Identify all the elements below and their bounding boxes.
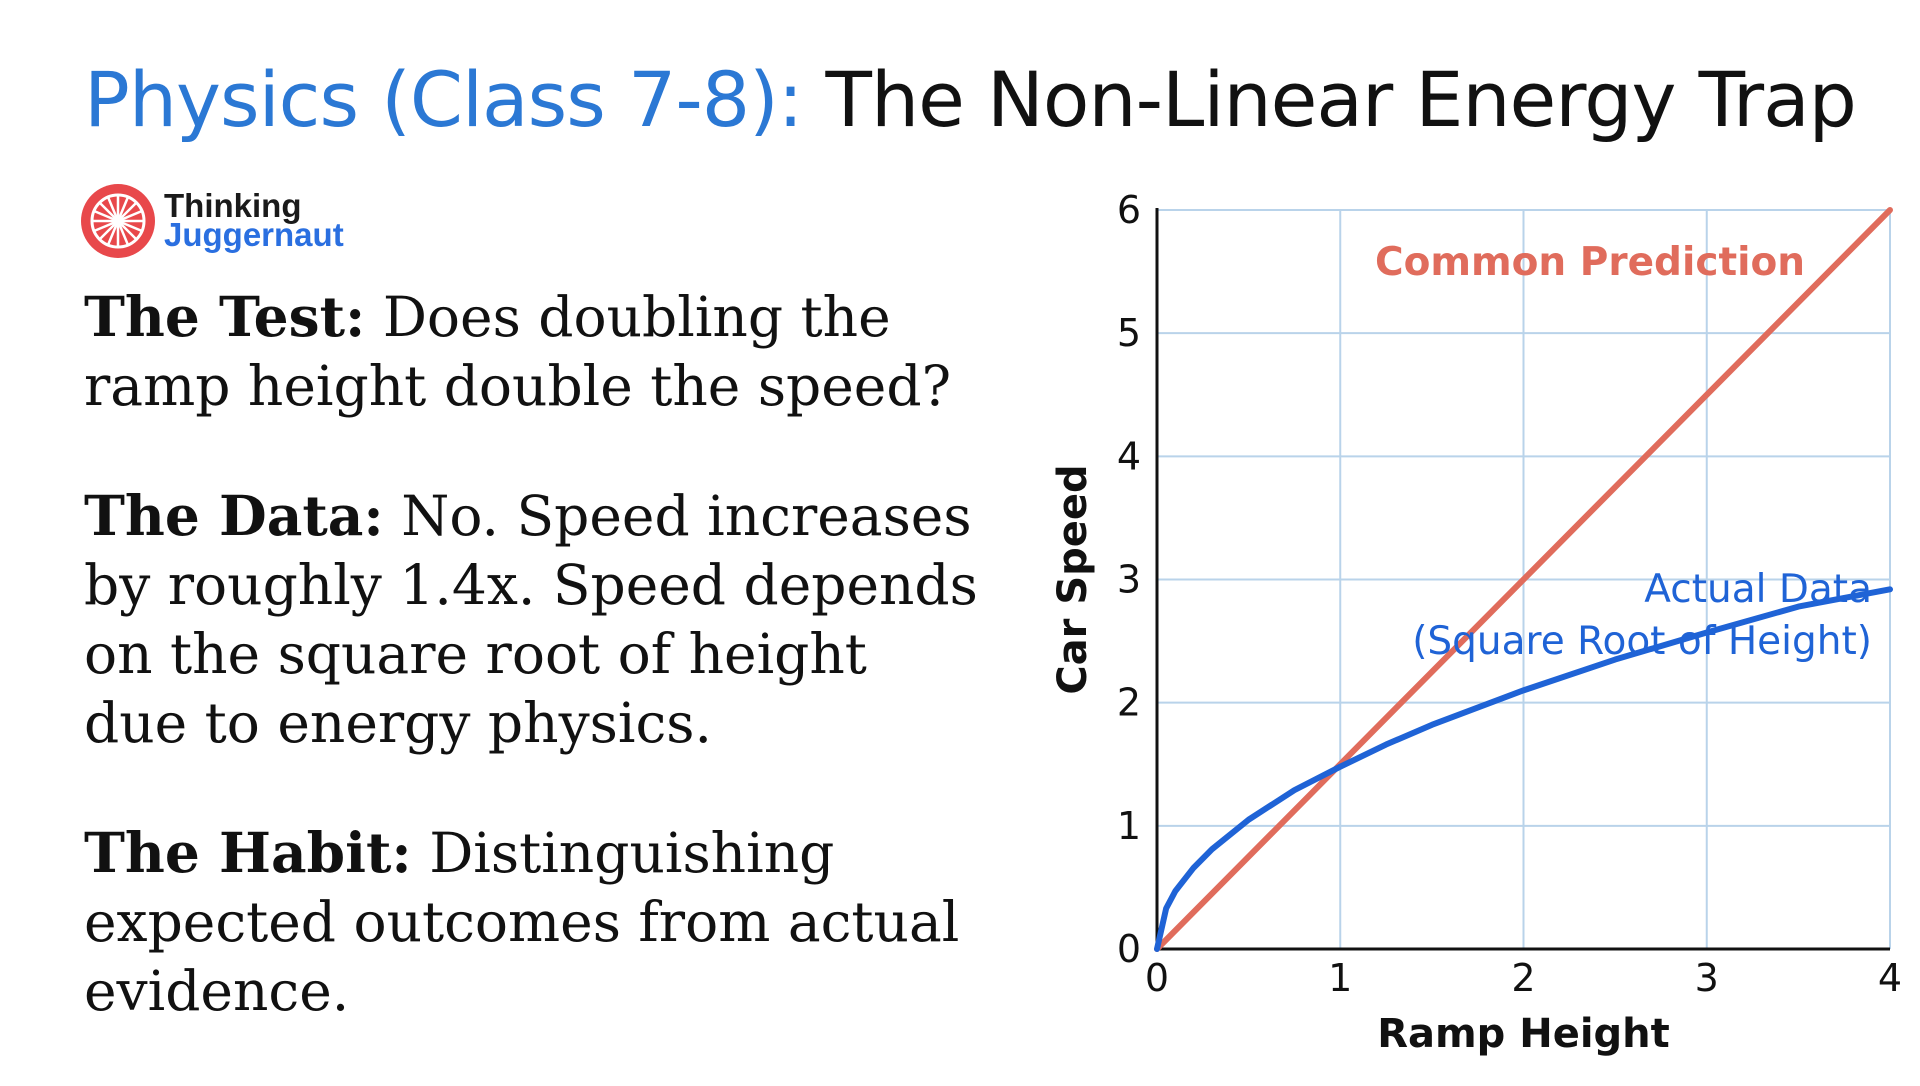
series-label-actual-data: (Square Root of Height) bbox=[1412, 619, 1872, 664]
title-topic: The Non-Linear Energy Trap bbox=[825, 55, 1857, 144]
logo-wordmark: Thinking Juggernaut bbox=[164, 189, 344, 251]
x-tick-label: 1 bbox=[1328, 956, 1352, 1000]
speed-height-chart: 0 1 2 3 4 0 1 2 3 4 5 6 Ramp Height Car Speed Common P… bbox=[1020, 170, 1920, 1080]
y-tick-label: 5 bbox=[1117, 311, 1141, 355]
wheel-logo-icon bbox=[81, 184, 155, 258]
x-tick-label: 4 bbox=[1878, 956, 1902, 1000]
x-tick-label: 0 bbox=[1145, 956, 1169, 1000]
point-test: The Test: Does doubling the ramp height … bbox=[84, 282, 984, 421]
point-data: The Data: No. Speed increases by roughly… bbox=[84, 481, 984, 758]
point-label: The Data: bbox=[84, 483, 384, 548]
point-text: Does doubling the ramp height double the… bbox=[84, 285, 952, 418]
page-title: Physics (Class 7-8): The Non-Linear Ener… bbox=[84, 62, 1857, 138]
logo-word-thinking: Thinking bbox=[164, 187, 302, 224]
y-tick-label: 4 bbox=[1117, 434, 1141, 478]
point-text: Distinguishing expected outcomes from ac… bbox=[84, 821, 960, 1023]
x-axis-label: Ramp Height bbox=[1377, 1011, 1670, 1057]
series-label-common-prediction: Common Prediction bbox=[1375, 240, 1805, 285]
logo: Thinking Juggernaut bbox=[80, 183, 380, 263]
logo-word-juggernaut: Juggernaut bbox=[164, 216, 344, 253]
title-subject: Physics (Class 7-8): bbox=[84, 55, 803, 144]
series-line-actual-data bbox=[1154, 586, 1893, 952]
series-line-common-prediction bbox=[1154, 207, 1893, 952]
x-tick-label: 2 bbox=[1511, 956, 1535, 1000]
y-tick-label: 0 bbox=[1117, 927, 1141, 971]
point-label: The Test: bbox=[84, 284, 366, 349]
y-axis-label: Car Speed bbox=[1050, 464, 1096, 694]
x-tick-label: 3 bbox=[1695, 956, 1719, 1000]
y-tick-label: 1 bbox=[1117, 804, 1141, 848]
y-tick-label: 3 bbox=[1117, 558, 1141, 602]
y-tick-label: 2 bbox=[1117, 681, 1141, 725]
point-label: The Habit: bbox=[84, 820, 412, 885]
y-tick-label: 6 bbox=[1117, 188, 1141, 232]
point-text: No. Speed increases by roughly 1.4x. Spe… bbox=[84, 484, 978, 755]
key-points: The Test: Does doubling the ramp height … bbox=[84, 282, 984, 1086]
point-habit: The Habit: Distinguishing expected outco… bbox=[84, 818, 984, 1026]
chart-canvas: 0 1 2 3 4 0 1 2 3 4 5 6 Ramp Height Car Speed Common P… bbox=[1050, 188, 1902, 1057]
series-label-actual-data: Actual Data bbox=[1644, 567, 1872, 612]
